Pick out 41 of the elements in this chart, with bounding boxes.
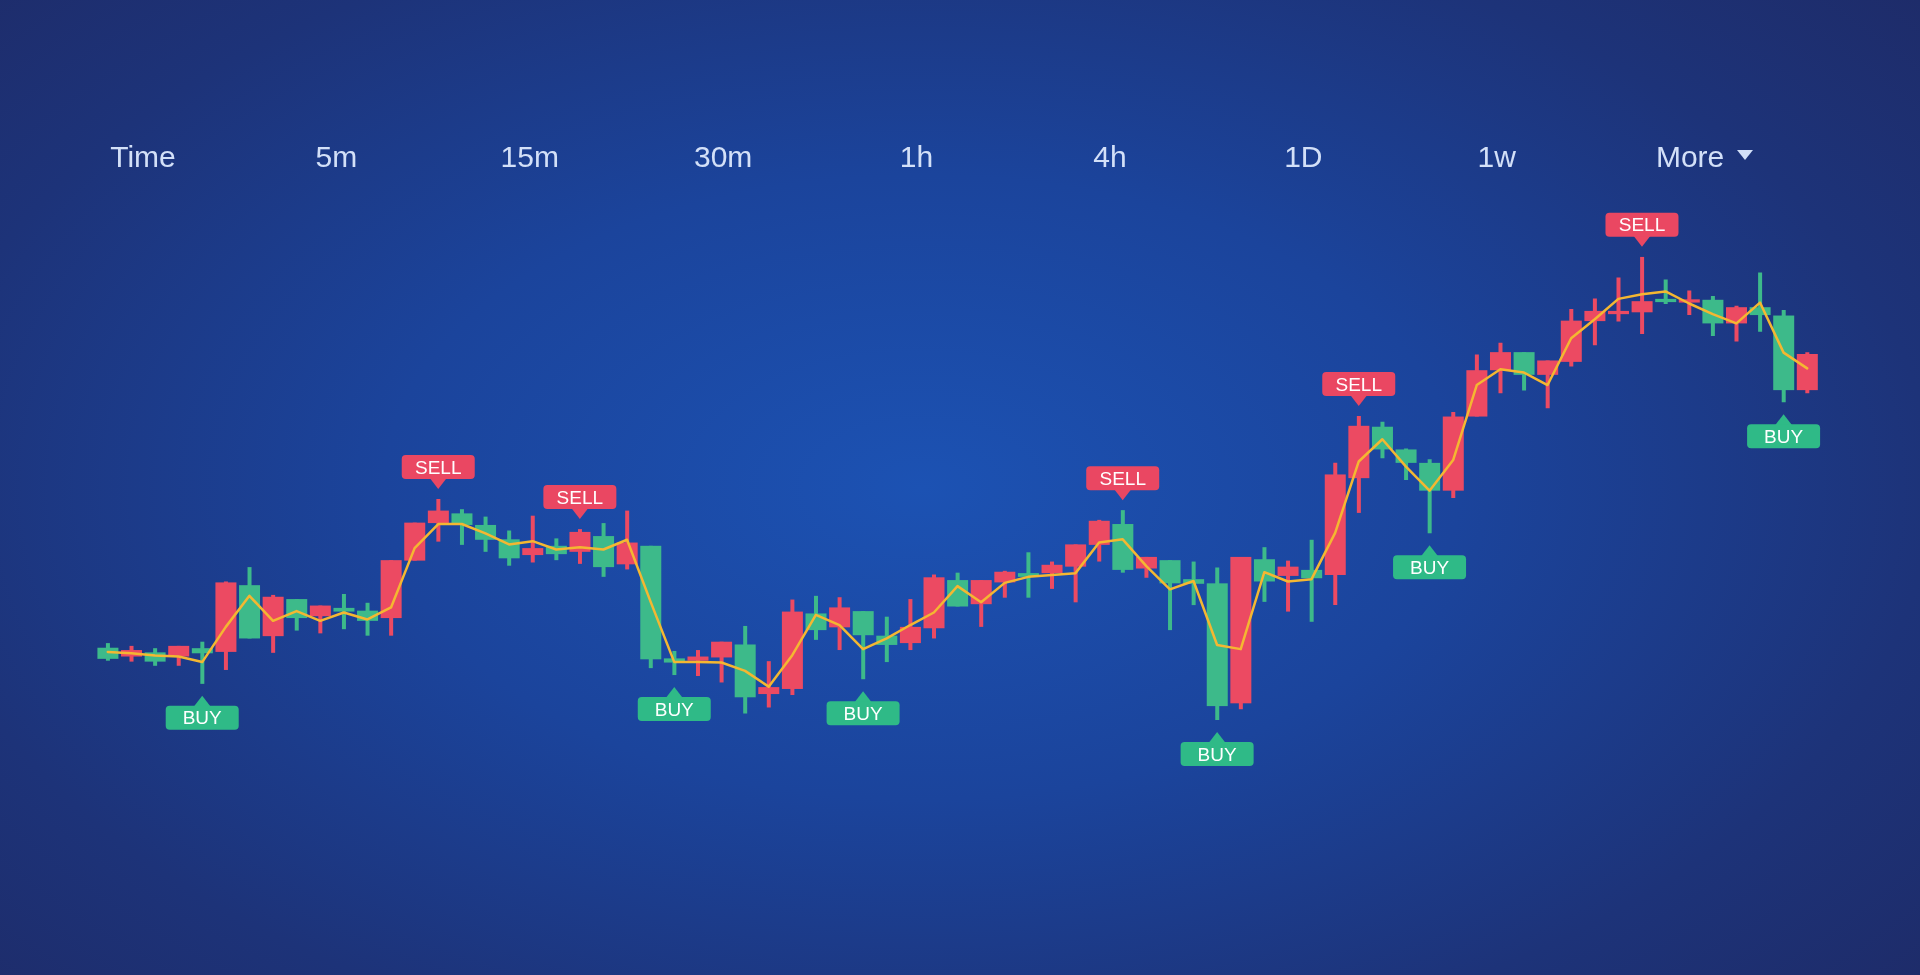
text: More <box>1655 140 1725 173</box>
candlestick <box>1159 560 1181 631</box>
candlestick <box>1537 360 1559 409</box>
candlestick <box>1065 544 1087 603</box>
candlestick <box>1489 342 1511 394</box>
annotation: BUY <box>654 698 695 720</box>
candlestick <box>711 641 733 683</box>
text: 1D <box>1284 140 1323 173</box>
text: 30m <box>693 140 753 173</box>
text: Time <box>110 140 176 173</box>
annotation: BUY <box>1764 425 1804 447</box>
annotation: BUY <box>1410 556 1450 578</box>
annotation: SELL <box>1335 373 1382 395</box>
candlestick <box>1277 560 1299 612</box>
text: 15m <box>500 140 559 173</box>
candlestick <box>687 650 709 676</box>
text: 1w <box>1477 140 1516 173</box>
candlestick <box>427 499 449 542</box>
candlestick <box>758 661 780 708</box>
candlestick <box>1631 256 1653 335</box>
candlestick <box>1655 279 1677 304</box>
candlestick <box>1513 352 1535 391</box>
annotation: BUY <box>843 702 883 724</box>
candlestick <box>522 515 544 563</box>
candlestick <box>829 597 851 651</box>
candlestick <box>1395 448 1417 481</box>
candlestick <box>451 509 473 545</box>
annotation: SELL <box>556 486 604 508</box>
text: 5m <box>315 140 358 173</box>
text: 4h <box>1093 140 1127 173</box>
candlestick <box>1607 277 1629 322</box>
annotation: SELL <box>1099 467 1146 489</box>
annotation: BUY <box>182 707 223 729</box>
candlestick <box>309 605 331 634</box>
annotation: SELL <box>415 456 462 478</box>
candlestick <box>333 593 355 630</box>
text: SELL <box>1618 214 1666 236</box>
candlestick <box>1041 561 1063 589</box>
text: 1h <box>899 140 934 173</box>
text: BUY <box>1197 743 1237 765</box>
candlestick <box>899 599 921 651</box>
